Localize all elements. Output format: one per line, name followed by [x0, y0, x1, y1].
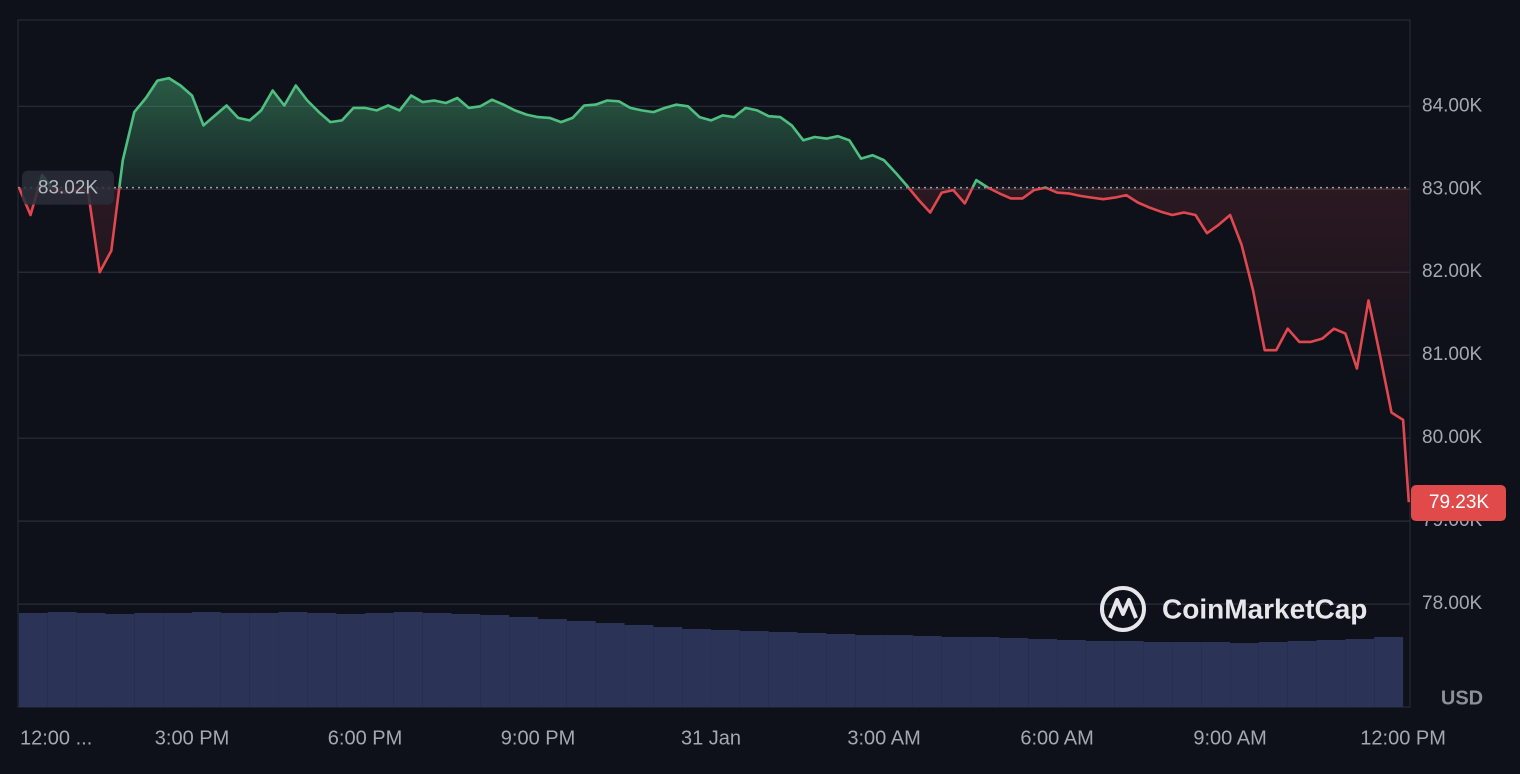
volume-bar — [999, 638, 1029, 707]
volume-bar — [711, 630, 740, 707]
volume-bar — [393, 612, 423, 707]
volume-bar — [1172, 642, 1202, 707]
price-area — [19, 78, 1409, 503]
price-line — [17, 76, 1411, 503]
y-tick-label: 84.00K — [1422, 95, 1483, 116]
volume-bar — [19, 613, 48, 707]
volume-bar — [912, 636, 942, 707]
volume-bar — [1057, 640, 1086, 707]
volume-bar — [1143, 642, 1173, 707]
volume-bar — [826, 634, 856, 707]
volume-bar — [336, 614, 366, 707]
y-tick-label: 83.00K — [1422, 178, 1483, 199]
x-tick-label: 6:00 AM — [1020, 727, 1093, 749]
volume-bar — [47, 612, 77, 707]
volume-bar — [1316, 640, 1346, 707]
baseline-label: 83.02K — [38, 178, 99, 199]
volume-bar — [1201, 642, 1231, 707]
x-tick-label: 12:00 PM — [1360, 727, 1446, 749]
logo-mark — [1108, 598, 1138, 619]
logo-ring — [1100, 586, 1146, 632]
y-tick-label: 80.00K — [1422, 427, 1483, 448]
volume-bar — [682, 629, 712, 707]
x-tick-label: 12:00 ... — [20, 727, 92, 749]
volume-bar — [1114, 641, 1144, 707]
volume-bar — [1230, 643, 1259, 707]
volume-bar — [566, 621, 596, 707]
volume-bar — [941, 637, 971, 707]
volume-bar — [220, 613, 250, 707]
volume-bar — [134, 613, 164, 707]
volume-bar — [278, 612, 308, 707]
volume-bar — [1374, 637, 1404, 707]
volume-bar — [970, 637, 1000, 707]
volume-bar — [1028, 639, 1058, 707]
volume-bar — [422, 613, 452, 707]
x-tick-label: 9:00 PM — [501, 727, 575, 749]
volume-bar — [192, 612, 221, 707]
volume-bar — [307, 613, 337, 707]
volume-bar — [163, 613, 193, 707]
volume-bar — [739, 631, 769, 707]
volume-bar — [1345, 639, 1375, 707]
volume-bar — [653, 627, 683, 707]
volume-bar — [768, 632, 798, 707]
volume-bar — [1258, 642, 1288, 707]
x-tick-label: 9:00 AM — [1193, 727, 1266, 749]
x-tick-label: 6:00 PM — [328, 727, 402, 749]
watermark-text: CoinMarketCap — [1162, 593, 1367, 624]
currency-label: USD — [1441, 687, 1483, 709]
volume-bar — [76, 613, 106, 707]
volume-bar — [538, 619, 567, 707]
plot-layer — [17, 19, 1411, 708]
volume-bar — [1085, 641, 1115, 707]
x-tick-label: 3:00 AM — [847, 727, 920, 749]
volume-bar — [884, 635, 913, 707]
last-price-label: 79.23K — [1429, 492, 1490, 513]
baseline-tag — [22, 170, 114, 205]
y-tick-label: 78.00K — [1422, 593, 1483, 614]
volume-bar — [797, 633, 827, 707]
x-tick-label: 3:00 PM — [155, 727, 229, 749]
volume-bar — [105, 614, 135, 707]
watermark-logo — [1100, 586, 1146, 632]
volume-bar — [451, 614, 481, 707]
volume-bar — [365, 613, 394, 707]
volume-bar — [595, 623, 625, 707]
y-tick-label: 82.00K — [1422, 261, 1483, 282]
volume-bar — [480, 615, 510, 707]
y-tick-label: 81.00K — [1422, 344, 1483, 365]
volume-bar — [509, 617, 539, 707]
volume-bar — [249, 613, 279, 707]
last-price-tag — [1411, 485, 1506, 522]
x-tick-label: 31 Jan — [681, 727, 741, 749]
volume-bar — [1287, 641, 1317, 707]
volume-bar — [855, 635, 885, 707]
volume-bar — [624, 625, 654, 707]
